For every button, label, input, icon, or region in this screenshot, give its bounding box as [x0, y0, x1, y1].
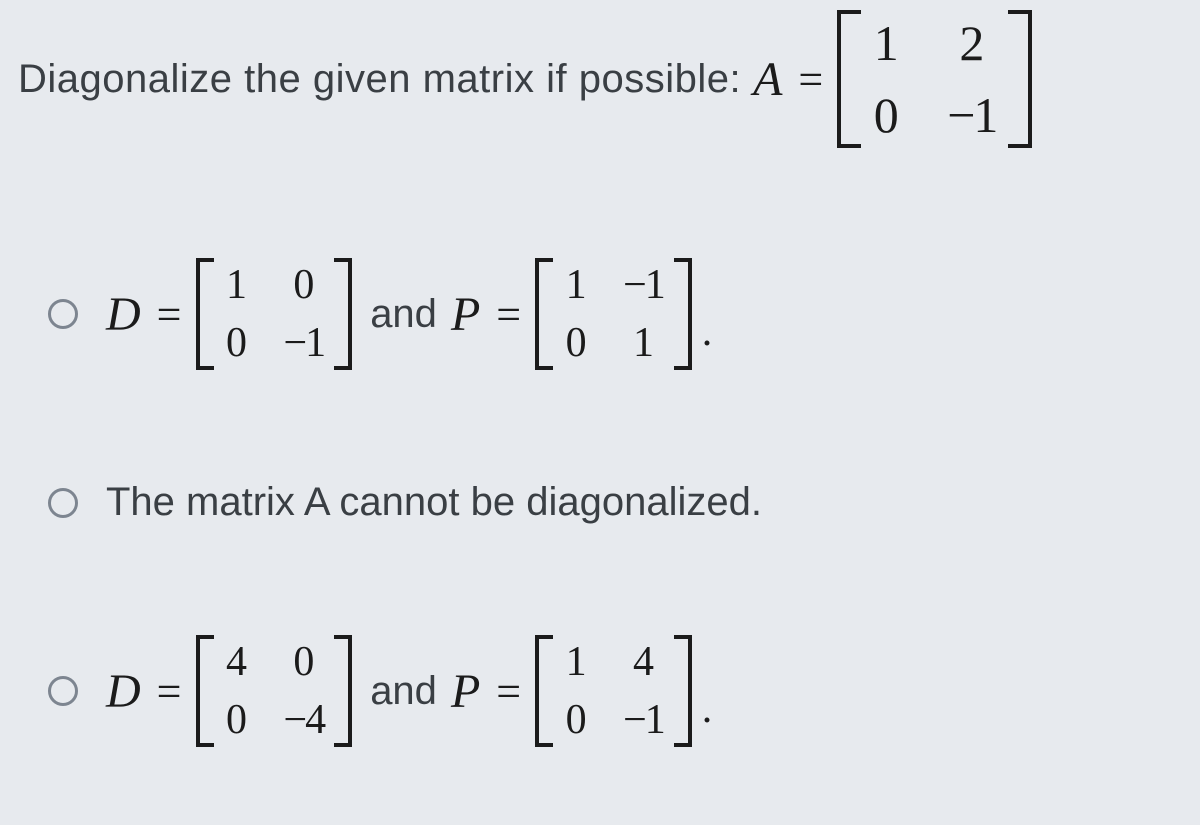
- matrix-cell: 0: [563, 699, 589, 741]
- p-variable: P: [451, 664, 480, 719]
- radio-icon[interactable]: [48, 488, 78, 518]
- p-matrix: 1 4 0 −1: [535, 635, 692, 747]
- radio-icon[interactable]: [48, 299, 78, 329]
- p-variable: P: [451, 287, 480, 342]
- option-2-text: The matrix A cannot be diagonalized.: [106, 480, 762, 525]
- option-2[interactable]: The matrix A cannot be diagonalized.: [48, 480, 1182, 525]
- equals-sign: =: [798, 54, 823, 105]
- matrix-cell: 4: [623, 641, 664, 683]
- matrix-cell: 0: [224, 322, 250, 364]
- bracket-left-icon: [196, 258, 214, 370]
- bracket-left-icon: [535, 258, 553, 370]
- matrix-cell: 0: [563, 322, 589, 364]
- d-matrix: 4 0 0 −4: [196, 635, 353, 747]
- bracket-left-icon: [196, 635, 214, 747]
- bracket-right-icon: [1010, 10, 1032, 148]
- matrix-cell: −1: [284, 322, 325, 364]
- matrix-cell: 1: [563, 264, 589, 306]
- matrix-cell: 0: [873, 90, 899, 140]
- matrix-cell: −1: [623, 699, 664, 741]
- question-matrix: 1 2 0 −1: [837, 10, 1032, 148]
- radio-icon[interactable]: [48, 676, 78, 706]
- bracket-right-icon: [674, 258, 692, 370]
- d-matrix: 1 0 0 −1: [196, 258, 353, 370]
- bracket-left-icon: [535, 635, 553, 747]
- d-variable: D: [106, 287, 141, 342]
- matrix-cell: 2: [947, 18, 996, 68]
- matrix-cell: 0: [224, 699, 250, 741]
- connector-and: and: [370, 669, 437, 714]
- bracket-right-icon: [674, 635, 692, 747]
- matrix-cell: 4: [224, 641, 250, 683]
- question-lead-text: Diagonalize the given matrix if possible…: [18, 57, 741, 102]
- matrix-cell: 0: [284, 264, 325, 306]
- matrix-cell: −1: [623, 264, 664, 306]
- equals-sign: =: [496, 666, 521, 717]
- options-list: D = 1 0 0 −1 and P =: [18, 258, 1182, 747]
- matrix-cell: −1: [947, 90, 996, 140]
- option-1[interactable]: D = 1 0 0 −1 and P =: [48, 258, 1182, 370]
- bracket-right-icon: [334, 635, 352, 747]
- option-1-content: D = 1 0 0 −1 and P =: [106, 258, 712, 370]
- bracket-right-icon: [334, 258, 352, 370]
- question-row: Diagonalize the given matrix if possible…: [18, 10, 1182, 148]
- matrix-cell: −4: [284, 699, 325, 741]
- p-matrix: 1 −1 0 1: [535, 258, 692, 370]
- d-variable: D: [106, 664, 141, 719]
- matrix-cell: 1: [563, 641, 589, 683]
- bracket-left-icon: [837, 10, 859, 148]
- matrix-cell: 1: [873, 18, 899, 68]
- option-3[interactable]: D = 4 0 0 −4 and P =: [48, 635, 1182, 747]
- equals-sign: =: [157, 289, 182, 340]
- equals-sign: =: [496, 289, 521, 340]
- equals-sign: =: [157, 666, 182, 717]
- matrix-cell: 1: [623, 322, 664, 364]
- matrix-cell: 1: [224, 264, 250, 306]
- question-variable: A: [753, 52, 782, 107]
- matrix-cell: 0: [284, 641, 325, 683]
- trailing-period: .: [702, 308, 713, 370]
- option-3-content: D = 4 0 0 −4 and P =: [106, 635, 712, 747]
- page: Diagonalize the given matrix if possible…: [0, 0, 1200, 747]
- trailing-period: .: [702, 685, 713, 747]
- connector-and: and: [370, 292, 437, 337]
